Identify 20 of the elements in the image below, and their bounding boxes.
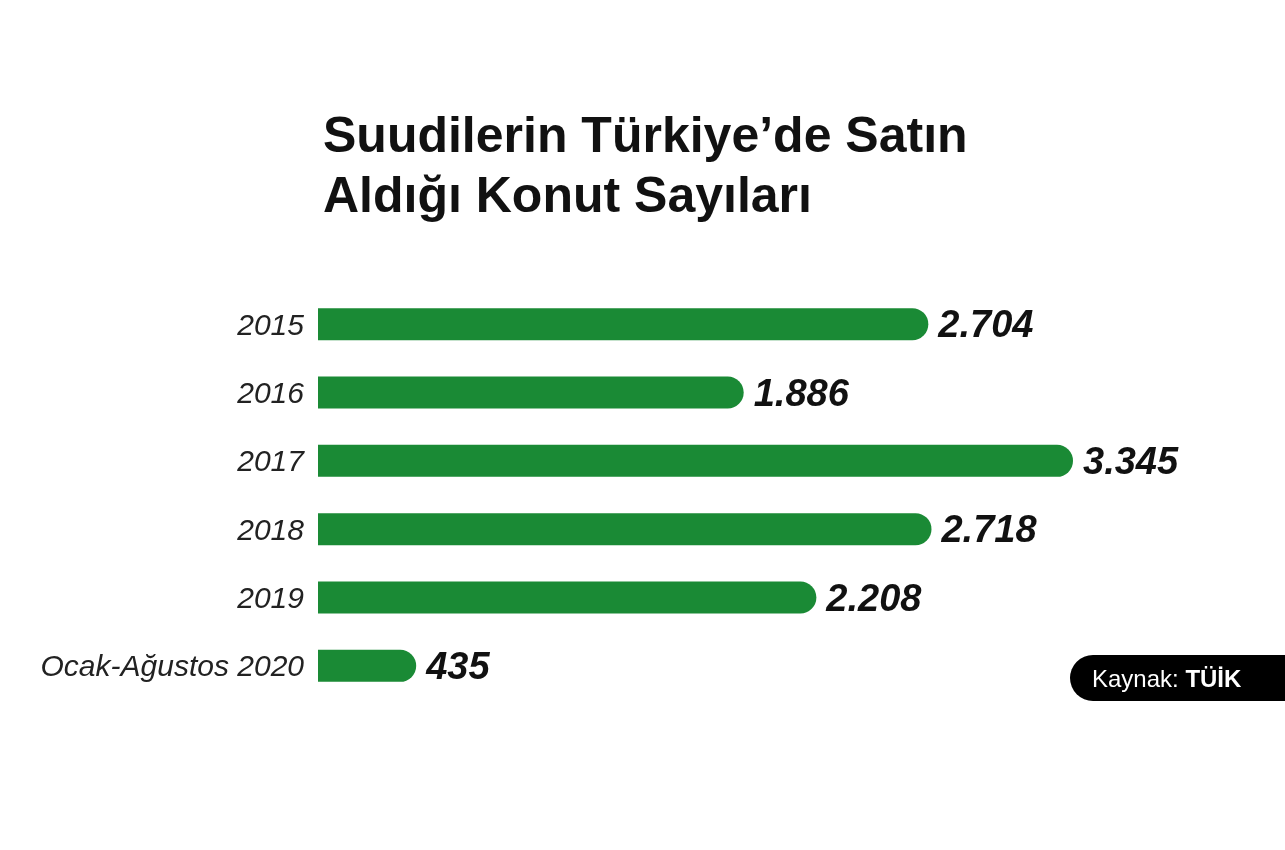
bar: [318, 308, 929, 341]
data-label: 2.718: [940, 508, 1038, 551]
data-label: 3.345: [1083, 439, 1179, 482]
text: Kaynak: TÜİK: [1092, 664, 1243, 692]
y-tick-label: 2017: [236, 444, 306, 478]
bar: [318, 376, 744, 409]
data-label: 435: [425, 644, 491, 687]
data-label: 2.208: [825, 576, 923, 619]
bar: [318, 649, 417, 682]
y-tick-label: 2019: [236, 581, 305, 614]
bar: [318, 444, 1073, 477]
chart-title: Suudilerin Türkiye’de Satın Aldığı Konut Sayıları: [323, 107, 982, 223]
bar: [318, 581, 817, 614]
y-tick-label: 2018: [236, 512, 305, 546]
data-label: 1.886: [753, 371, 850, 414]
bar: [318, 513, 932, 546]
y-tick-label: 2016: [236, 376, 305, 409]
y-tick-label: Ocak-Ağustos 2020: [40, 649, 305, 683]
y-tick-label: 2015: [236, 307, 305, 341]
data-label: 2.704: [937, 303, 1034, 346]
